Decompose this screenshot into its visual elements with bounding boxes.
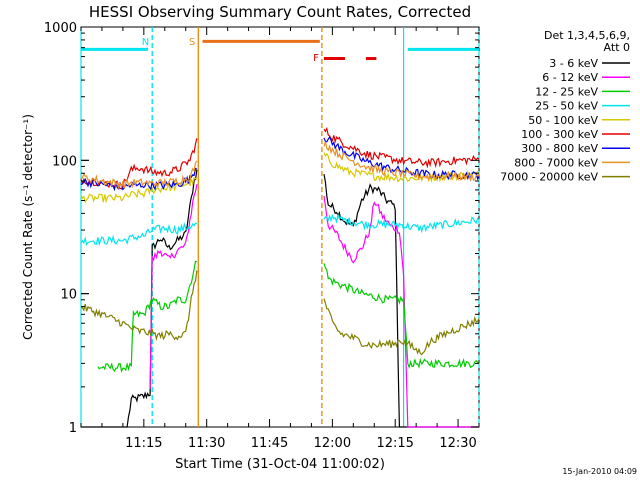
x-tick-label: 12:00 xyxy=(314,436,351,451)
series-300-800-kev xyxy=(80,136,480,192)
legend-label-7000-20000-kev: 7000 - 20000 keV xyxy=(500,171,598,184)
x-tick-label: 12:15 xyxy=(376,436,413,451)
marker-label-s: S xyxy=(189,37,195,48)
x-tick-label: 12:30 xyxy=(439,436,476,451)
legend-subtitle: Att 0 xyxy=(604,41,630,54)
series-25-50-kev xyxy=(80,212,480,247)
y-axis: 1 10 100 1000 xyxy=(44,21,479,436)
y-tick-label: 1000 xyxy=(44,21,77,36)
marker-label-n: N xyxy=(142,37,149,48)
series-7000-20000-kev xyxy=(80,270,480,356)
legend-label-100-300-kev: 100 - 300 keV xyxy=(521,128,598,141)
y-axis-label: Corrected Count Rate (s⁻¹ detector⁻¹) xyxy=(21,114,35,340)
legend-label-300-800-kev: 300 - 800 keV xyxy=(521,142,598,155)
chart-marks: N S F xyxy=(80,27,480,428)
series-6-12-kev xyxy=(149,184,479,428)
legend-label-6-12-kev: 6 - 12 keV xyxy=(542,71,598,84)
footer-date: 15-Jan-2010 04:09 xyxy=(562,467,637,476)
y-tick-label: 10 xyxy=(60,288,77,303)
legend-title: Det 1,3,4,5,6,9, xyxy=(544,29,630,42)
marker-label-f: F xyxy=(313,53,319,64)
chart-title: HESSI Observing Summary Count Rates, Cor… xyxy=(89,3,471,21)
legend-label-800-7000-kev: 800 - 7000 keV xyxy=(514,156,598,169)
series-800-7000-kev xyxy=(80,141,480,190)
y-tick-label: 100 xyxy=(52,154,77,169)
x-axis-label: Start Time (31-Oct-04 11:00:02) xyxy=(175,457,385,472)
x-tick-label: 11:30 xyxy=(188,436,225,451)
legend-label-12-25-kev: 12 - 25 keV xyxy=(535,85,598,98)
legend-label-3-6-kev: 3 - 6 keV xyxy=(549,57,598,70)
y-tick-label: 1 xyxy=(69,421,77,436)
series-3-6-kev xyxy=(81,169,479,428)
x-tick-label: 11:45 xyxy=(251,436,288,451)
legend-label-50-100-kev: 50 - 100 keV xyxy=(528,114,598,127)
x-axis: 11:15 11:30 11:45 12:00 12:15 12:30 xyxy=(80,27,480,451)
legend-label-25-50-kev: 25 - 50 keV xyxy=(535,100,598,113)
x-tick-label: 11:15 xyxy=(125,436,162,451)
series-12-25-kev xyxy=(97,260,480,374)
